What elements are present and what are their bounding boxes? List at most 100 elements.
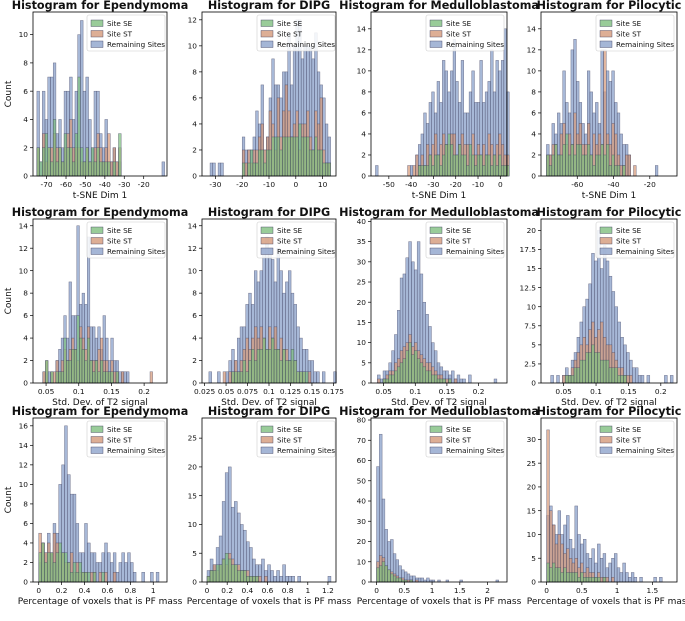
legend-swatch [429, 425, 443, 433]
bar-st [98, 572, 102, 583]
axes-frame [540, 11, 678, 177]
bar-se [588, 577, 592, 583]
legend-swatch [90, 40, 104, 48]
legend-swatch [260, 19, 274, 27]
bar-remaining [155, 572, 160, 583]
bar-remaining [285, 576, 289, 583]
bar-se [69, 572, 74, 583]
y-tick-label: 5 [192, 549, 197, 558]
axes-frame [32, 218, 168, 384]
bar-remaining [316, 371, 320, 384]
bar-se [602, 577, 607, 583]
bar-se [565, 375, 569, 384]
bar-st [546, 429, 550, 583]
bar-remaining [637, 375, 642, 384]
y-tick-label: 6 [192, 94, 197, 103]
x-tick-label: 1.2 [322, 586, 334, 595]
legend-box [86, 14, 166, 52]
bar-se [96, 147, 100, 177]
bar-se [588, 352, 592, 384]
bar-st [307, 371, 312, 384]
bar-se [288, 360, 292, 384]
bar-remaining [659, 577, 663, 583]
y-tick-label: 20 [357, 537, 367, 546]
bar-se [88, 161, 92, 177]
bar-se [436, 154, 440, 177]
legend-swatch [599, 40, 613, 48]
bar-st [562, 375, 566, 384]
bar-st [110, 161, 114, 177]
bar-se [589, 154, 593, 177]
legend-label: Site ST [277, 436, 303, 445]
legend-label: Site ST [107, 436, 133, 445]
bar-se [419, 362, 424, 384]
y-tick-label: 12 [188, 15, 197, 24]
bar-se [570, 375, 575, 384]
bar-se [266, 149, 270, 177]
bar-se [622, 165, 626, 177]
bar-se [247, 162, 251, 177]
bar-se [305, 371, 309, 384]
x-tick-label: -60 [571, 180, 583, 189]
bar-se [74, 133, 78, 177]
bar-se [262, 337, 266, 384]
bar-se [87, 572, 91, 583]
y-tick-label: 15 [527, 264, 537, 273]
x-tick-label: 0.2 [221, 586, 233, 595]
bar-se [79, 337, 83, 384]
bar-se [63, 133, 68, 177]
bar-se [102, 371, 106, 384]
bar-se [399, 362, 404, 384]
bar-remaining [115, 572, 120, 583]
x-tick-label: 0.15 [439, 387, 456, 396]
bar-remaining [410, 165, 414, 177]
bar-se [608, 367, 613, 384]
y-tick-label: 40 [357, 217, 367, 226]
x-axis-label: Percentage of voxels that is PF mass [527, 597, 685, 607]
legend-swatch [599, 237, 613, 245]
bar-se [91, 147, 95, 177]
bar-se [71, 349, 75, 384]
bar-se [273, 349, 278, 384]
bar-se [55, 371, 59, 384]
bar-se [47, 147, 51, 177]
bar-se [565, 133, 569, 177]
bar-se [279, 360, 283, 384]
y-tick-label: 15 [357, 318, 367, 327]
bar-se [224, 553, 229, 583]
bar-remaining [141, 572, 145, 583]
y-tick-label: 0 [192, 578, 197, 587]
x-tick-label: 0.2 [473, 387, 485, 396]
y-tick-label: 0 [531, 578, 536, 587]
x-axis-label: t-SNE Dim 1 [73, 191, 128, 201]
y-tick-label: 12 [357, 45, 366, 54]
y-tick-label: 14 [357, 24, 367, 33]
legend-box [86, 221, 166, 259]
axes-frame [201, 417, 337, 583]
bar-se [72, 562, 77, 583]
y-tick-label: 6 [192, 311, 197, 320]
legend-box [425, 420, 505, 458]
bar-se [597, 352, 601, 384]
y-tick-label: 0 [361, 578, 366, 587]
bar-remaining [456, 374, 461, 384]
bar-se [414, 350, 418, 384]
y-tick-label: 10 [19, 266, 29, 275]
y-tick-label: 5 [531, 340, 536, 349]
bar-se [395, 577, 399, 583]
legend-label: Site SE [107, 226, 133, 235]
x-tick-label: 1 [151, 586, 156, 595]
legend-swatch [599, 436, 613, 444]
legend-label: Site ST [277, 237, 303, 246]
bar-se [444, 144, 448, 177]
y-tick-label: 8 [23, 58, 28, 67]
bar-st [228, 371, 232, 384]
bar-se [448, 378, 452, 384]
y-tick-label: 17.5 [520, 245, 537, 254]
bar-se [487, 154, 491, 177]
bar-remaining [313, 371, 317, 384]
bar-se [85, 147, 89, 177]
bar-se [50, 371, 54, 384]
bar-se [239, 371, 244, 384]
